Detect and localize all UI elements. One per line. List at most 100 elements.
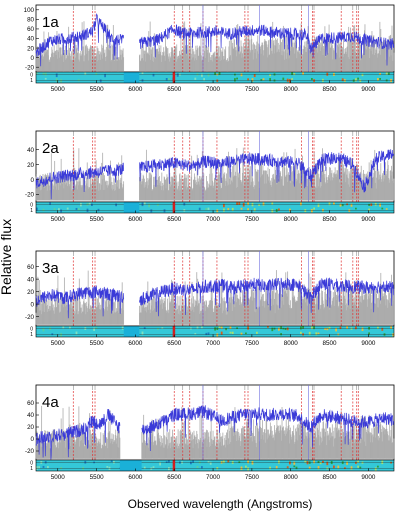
spectrum-series	[35, 409, 121, 460]
strip-pixel	[346, 461, 348, 465]
spectrum-2d-strips: 01	[30, 459, 395, 472]
strip-pixel	[280, 326, 282, 330]
strip-frame	[35, 201, 395, 214]
strip-pixel	[218, 72, 221, 75]
strip-pixel	[348, 209, 351, 212]
strip-pixel	[278, 327, 280, 331]
strip-pixel	[152, 73, 155, 77]
strip-pixel	[176, 73, 179, 77]
strip-pixel	[271, 202, 274, 205]
x-tick-label: 8500	[323, 86, 338, 93]
strip-pixel	[304, 209, 307, 213]
x-tick-label: 8500	[323, 340, 338, 347]
y-tick-label: 60	[27, 400, 34, 407]
strip-pixel	[291, 72, 293, 76]
strip-pixel	[110, 460, 113, 463]
spectrum-2d-strips: 01	[30, 71, 395, 84]
strip-pixel	[93, 327, 95, 331]
x-tick-label: 5000	[51, 216, 66, 223]
strip-pixel	[84, 72, 87, 76]
strip-pixel	[229, 331, 232, 334]
strip-pixel	[253, 73, 256, 78]
x-tick-label: 7500	[245, 474, 260, 481]
strip-pixel	[104, 73, 106, 78]
strip-pixel	[141, 331, 144, 336]
y-tick-label: 0	[31, 436, 35, 443]
x-tick-label: 8500	[323, 216, 338, 223]
strip-pixel	[293, 73, 296, 76]
strip-pixel	[361, 327, 364, 332]
strip-pixel	[337, 465, 340, 469]
strip-pixel	[278, 208, 280, 211]
strip-pixel	[60, 79, 62, 83]
strip-pixel	[357, 77, 359, 80]
strip-pixel	[381, 460, 384, 465]
x-tick-label: 7000	[206, 340, 221, 347]
strip-pixel	[289, 79, 291, 83]
strip-pixel	[368, 208, 370, 211]
strip-pixel	[205, 332, 208, 336]
strip-pixel	[152, 466, 155, 468]
spectrum-series	[139, 149, 395, 193]
x-tick-label: 7500	[245, 86, 260, 93]
strip-frame	[35, 325, 395, 338]
strip-pixel	[238, 202, 241, 205]
strip-pixel	[357, 460, 359, 463]
strip-pixel	[47, 466, 49, 469]
strip-pixel	[271, 209, 274, 213]
x-tick-label: 5000	[51, 86, 66, 93]
strip-pixel	[341, 203, 344, 207]
strip-pixel	[53, 208, 56, 211]
noise-spectrum	[35, 21, 395, 72]
strip-pixel	[93, 461, 95, 464]
strip-pixel	[333, 202, 335, 205]
x-tick-label: 7000	[206, 474, 221, 481]
strip-pixel	[55, 78, 58, 82]
strip-pixel	[236, 77, 238, 80]
strip-pixel	[388, 72, 390, 75]
strip-pixel	[168, 78, 170, 81]
strip-pixel	[150, 209, 153, 213]
panel-label: 2a	[42, 140, 59, 157]
strip-pixel	[113, 461, 115, 464]
strip-pixel	[220, 461, 223, 464]
strip-pixel	[247, 460, 249, 464]
strip-pixel	[381, 207, 384, 210]
line-markers	[72, 385, 359, 460]
strip-pixel	[313, 207, 315, 210]
strip-pixel	[203, 78, 205, 81]
strip-pixel	[148, 203, 150, 208]
strip-pixel	[143, 466, 146, 470]
strip-pixel	[317, 332, 320, 335]
strip-pixel	[335, 327, 337, 332]
x-tick-label: 7000	[206, 216, 221, 223]
strip-pixel	[355, 207, 357, 210]
x-tick-label: 7500	[245, 340, 260, 347]
strip-label: 0	[30, 73, 33, 79]
strip-pixel	[201, 73, 203, 77]
strip-frame	[35, 459, 395, 472]
strip-pixel	[214, 72, 216, 75]
strip-pixel	[350, 203, 353, 207]
strip-pixel	[231, 331, 234, 335]
y-tick-label: 40	[27, 412, 34, 419]
spectrum-series	[35, 13, 124, 67]
strip-pixel	[121, 326, 124, 330]
strip-pixel	[368, 326, 370, 330]
strip-frame	[35, 71, 395, 84]
strip-pixel	[392, 333, 395, 337]
strip-pixel	[311, 326, 313, 330]
strip-pixel	[60, 333, 62, 337]
strip-emission	[172, 326, 176, 337]
strip-pixel	[302, 326, 304, 329]
strip-pixel	[374, 202, 377, 206]
strip-pixel	[62, 326, 65, 329]
strip-pixel	[231, 207, 234, 212]
strip-pixel	[55, 73, 58, 78]
strip-pixel	[75, 207, 78, 211]
strip-pixel	[282, 77, 285, 80]
strip-pixel	[194, 333, 197, 335]
spectrum-series	[35, 285, 124, 319]
